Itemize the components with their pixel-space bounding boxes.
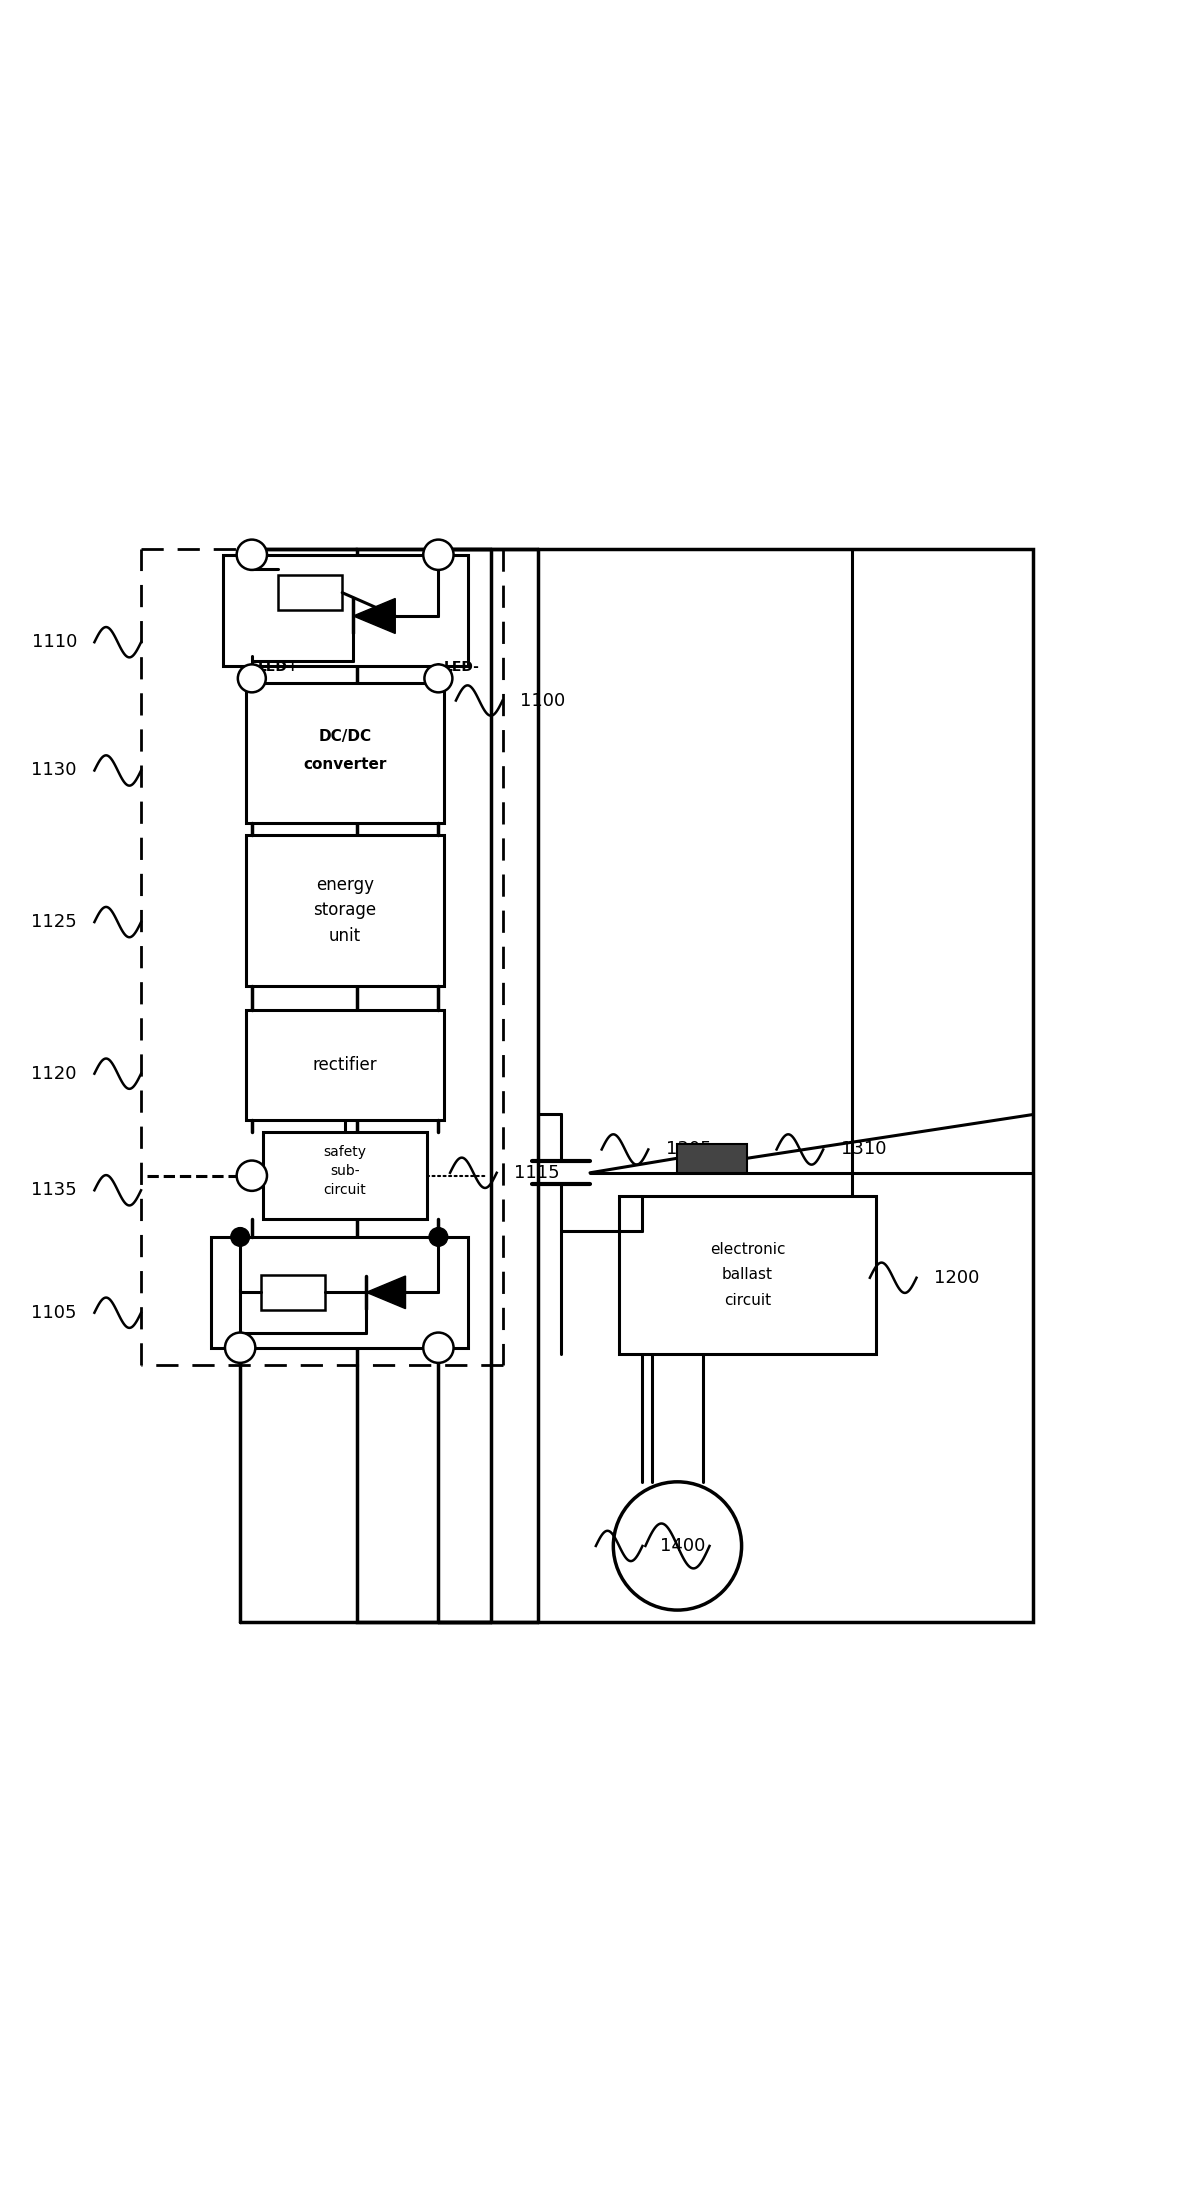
Circle shape <box>430 1229 447 1246</box>
Text: 1115: 1115 <box>514 1163 559 1183</box>
Text: 1310: 1310 <box>840 1141 886 1158</box>
Text: DC/DC: DC/DC <box>319 728 372 744</box>
Circle shape <box>237 540 267 570</box>
Text: 1105: 1105 <box>32 1303 77 1321</box>
Bar <box>245 834 444 987</box>
Text: rectifier: rectifier <box>313 1055 378 1073</box>
Text: circuit: circuit <box>323 1183 367 1196</box>
Circle shape <box>238 665 266 693</box>
Bar <box>278 575 342 610</box>
Bar <box>677 1143 747 1174</box>
Bar <box>356 548 1034 1621</box>
Text: safety: safety <box>323 1145 367 1158</box>
Text: unit: unit <box>329 928 361 946</box>
Circle shape <box>225 1332 255 1362</box>
Bar <box>261 1275 325 1310</box>
Text: storage: storage <box>314 902 376 919</box>
Polygon shape <box>366 1277 406 1308</box>
Text: 1135: 1135 <box>31 1180 77 1200</box>
Text: sub-: sub- <box>330 1165 360 1178</box>
Text: 1125: 1125 <box>31 913 77 930</box>
Bar <box>211 1237 467 1347</box>
Text: 1305: 1305 <box>666 1141 712 1158</box>
Text: 1110: 1110 <box>32 634 77 652</box>
Bar <box>223 555 467 665</box>
Circle shape <box>424 540 453 570</box>
Text: LED-: LED- <box>444 660 480 674</box>
Text: electronic: electronic <box>709 1242 785 1257</box>
Bar <box>245 1009 444 1121</box>
Text: 1100: 1100 <box>520 691 565 709</box>
Text: 1120: 1120 <box>32 1064 77 1082</box>
Text: LED+: LED+ <box>257 660 300 674</box>
Bar <box>620 1196 876 1354</box>
Text: energy: energy <box>316 875 374 893</box>
Text: 1130: 1130 <box>32 761 77 779</box>
Text: 1200: 1200 <box>935 1268 979 1286</box>
Circle shape <box>424 1332 453 1362</box>
Circle shape <box>425 665 452 693</box>
Text: circuit: circuit <box>723 1292 771 1308</box>
Circle shape <box>231 1229 249 1246</box>
Text: converter: converter <box>303 757 387 772</box>
Bar <box>263 1132 427 1220</box>
Circle shape <box>237 1161 267 1191</box>
Text: ballast: ballast <box>722 1268 773 1281</box>
Text: 1400: 1400 <box>660 1538 706 1556</box>
Polygon shape <box>353 599 395 634</box>
Bar <box>245 682 444 823</box>
